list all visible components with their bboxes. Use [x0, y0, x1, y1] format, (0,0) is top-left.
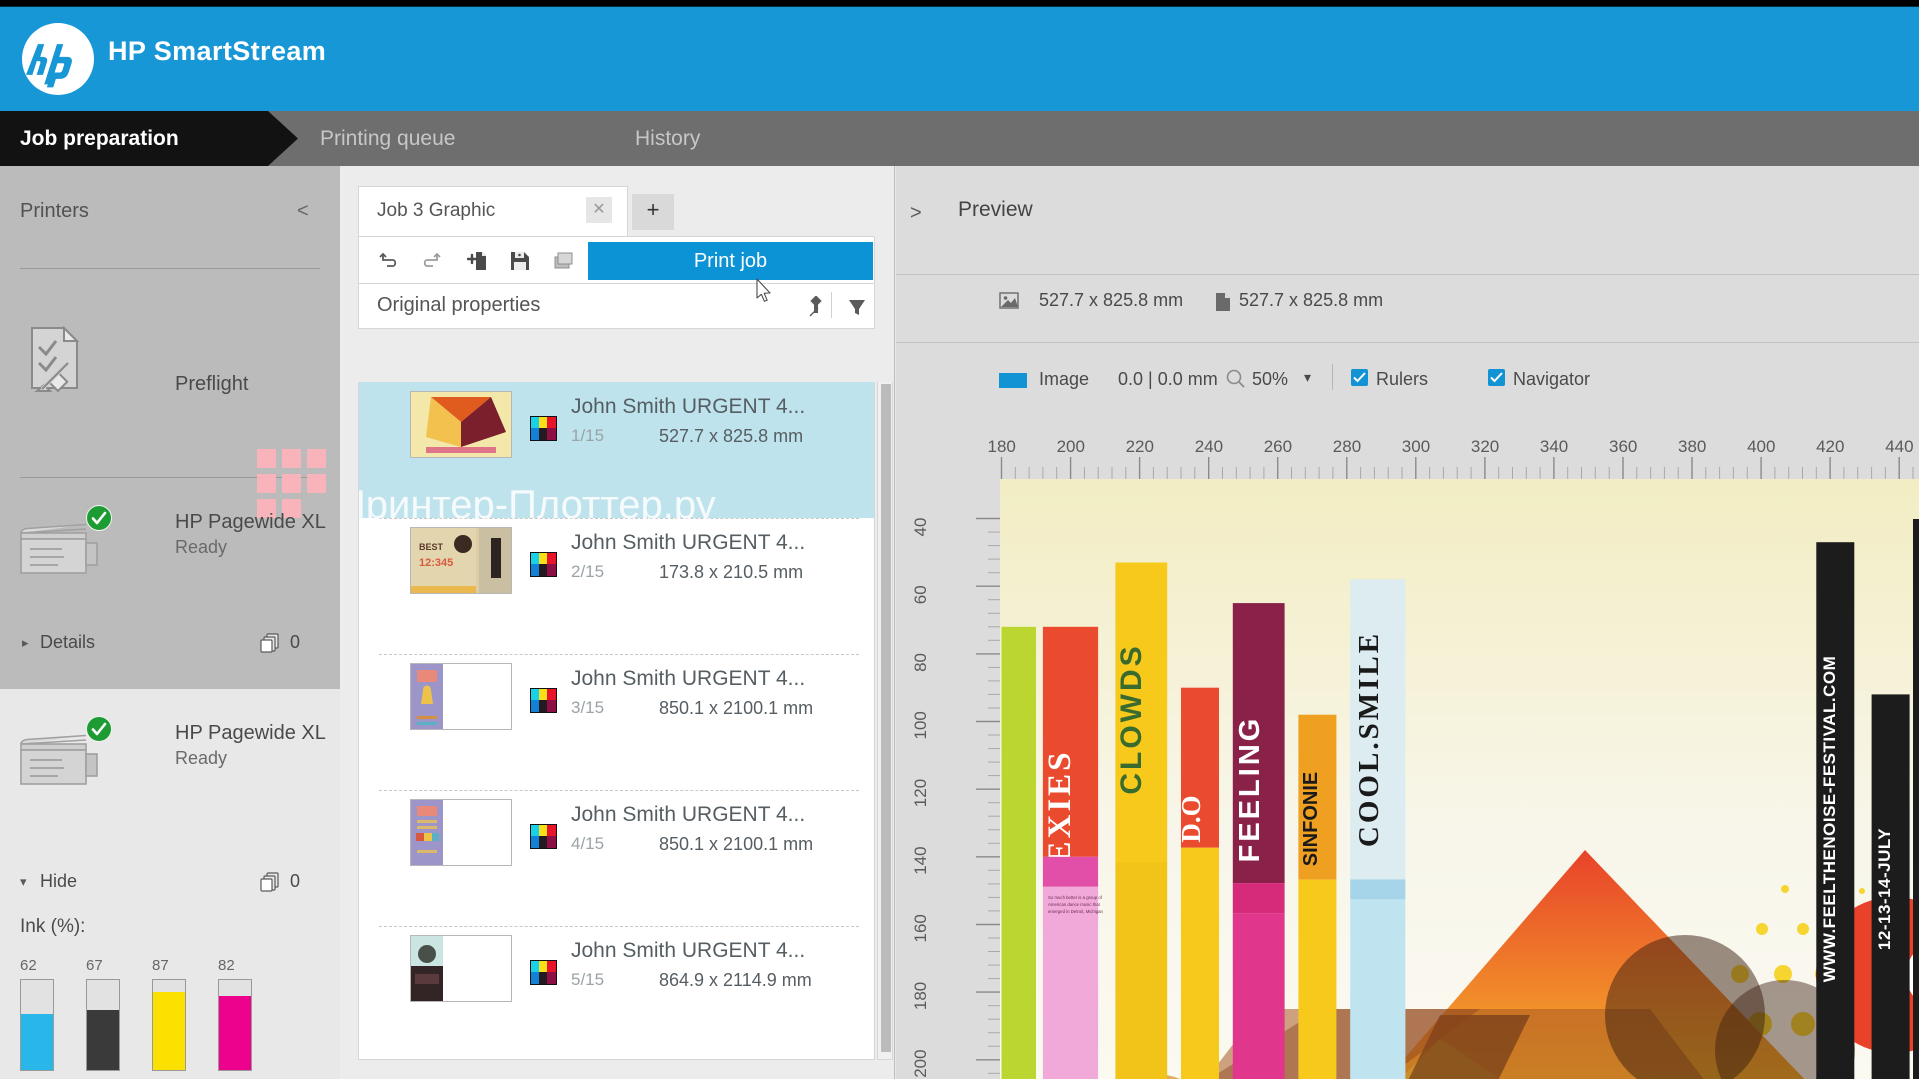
svg-text:400: 400 [1747, 437, 1775, 456]
svg-text:60: 60 [911, 585, 930, 604]
svg-text:300: 300 [1402, 437, 1430, 456]
svg-text:160: 160 [911, 914, 930, 942]
svg-text:380: 380 [1678, 437, 1706, 456]
svg-text:280: 280 [1333, 437, 1361, 456]
svg-text:D.O: D.O [1176, 795, 1206, 842]
svg-text:100: 100 [911, 711, 930, 739]
svg-text:420: 420 [1816, 437, 1844, 456]
svg-text:180: 180 [911, 982, 930, 1010]
svg-text:240: 240 [1195, 437, 1223, 456]
svg-text:40: 40 [911, 518, 930, 537]
svg-text:American dance music that: American dance music that [1048, 902, 1101, 907]
svg-text:80: 80 [911, 653, 930, 672]
svg-text:220: 220 [1126, 437, 1154, 456]
svg-text:12-13-14-JULY: 12-13-14-JULY [1875, 828, 1894, 950]
svg-text:CLOWDS: CLOWDS [1115, 643, 1148, 794]
svg-text:12:345: 12:345 [419, 557, 453, 569]
svg-text:emerged in Detroit, Michigan: emerged in Detroit, Michigan [1048, 909, 1104, 914]
svg-text:340: 340 [1540, 437, 1568, 456]
svg-text:So much better is a group of: So much better is a group of [1048, 895, 1103, 900]
svg-text:COOL.SMILE: COOL.SMILE [1353, 631, 1385, 847]
svg-text:200: 200 [911, 1049, 930, 1077]
svg-text:FEELING: FEELING [1234, 716, 1266, 863]
svg-text:SINFONIE: SINFONIE [1300, 772, 1322, 866]
svg-text:200: 200 [1057, 437, 1085, 456]
svg-text:BEST: BEST [419, 542, 444, 552]
svg-text:360: 360 [1609, 437, 1637, 456]
svg-text:260: 260 [1264, 437, 1292, 456]
svg-text:120: 120 [911, 779, 930, 807]
svg-text:140: 140 [911, 846, 930, 874]
svg-text:440: 440 [1885, 437, 1913, 456]
svg-text:WWW.FEELTHENOISE-FESTIVAL.COM: WWW.FEELTHENOISE-FESTIVAL.COM [1820, 656, 1839, 982]
svg-text:180: 180 [988, 437, 1016, 456]
svg-text:320: 320 [1471, 437, 1499, 456]
